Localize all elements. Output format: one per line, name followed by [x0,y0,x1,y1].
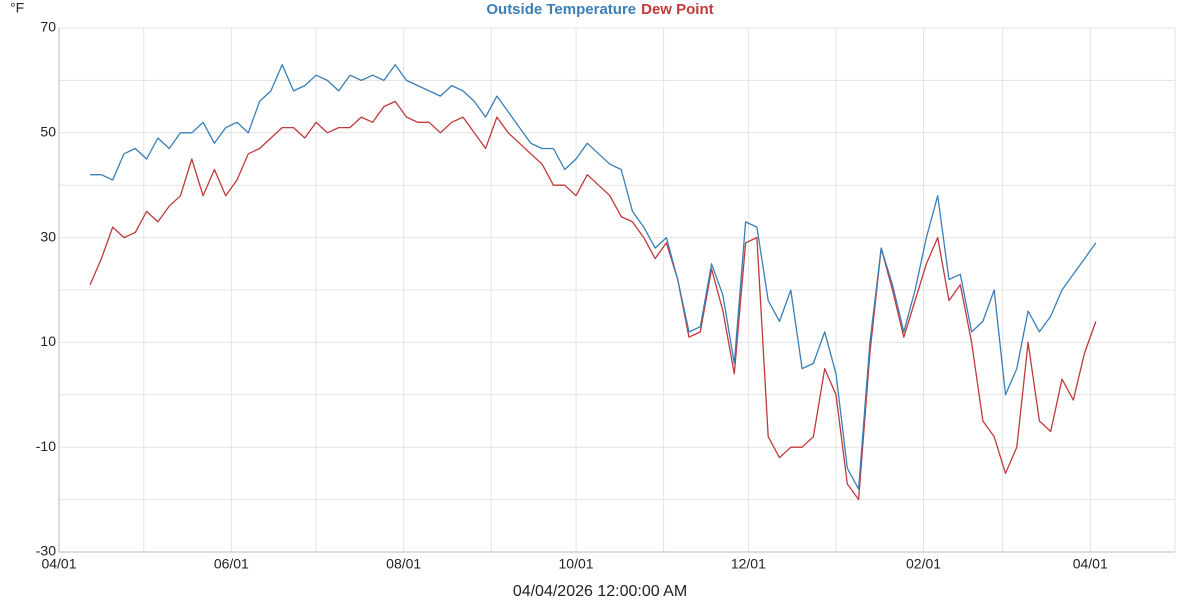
y-tick-label: 50 [40,124,56,140]
series-line [89,100,1097,501]
legend: Outside Temperature Dew Point [486,1,713,18]
y-tick-label: -30 [36,543,56,559]
x-tick-label: 02/01 [906,556,941,572]
y-tick-label: -10 [36,438,56,454]
y-tick-label: 10 [40,333,56,349]
y-tick-label: 70 [40,19,56,35]
x-label: 04/04/2026 12:00:00 AM [513,583,687,600]
y-unit: °F [10,0,24,16]
series-line [90,64,1097,490]
x-tick-label: 10/01 [559,556,594,572]
y-tick-label: 30 [40,228,56,244]
x-tick-label: 06/01 [214,556,249,572]
x-tick-label: 08/01 [386,556,421,572]
x-tick-label: 04/01 [41,556,76,572]
legend-entry: Outside Temperature [486,1,636,18]
legend-entry: Dew Point [641,1,714,18]
x-tick-label: 04/01 [1073,556,1108,572]
x-tick-label: 12/01 [731,556,766,572]
